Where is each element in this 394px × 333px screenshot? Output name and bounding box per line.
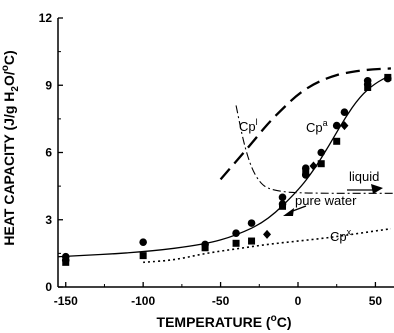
square-point (333, 137, 341, 145)
diamond-point (263, 229, 272, 239)
x-tick-label: 50 (369, 294, 383, 308)
circle-point (363, 76, 372, 85)
circle-point (278, 193, 287, 202)
y-tick-label: 0 (45, 280, 52, 294)
square-point (201, 244, 209, 252)
curve-long-dash (219, 67, 391, 181)
diamond-point (340, 121, 349, 131)
y-axis-title: HEAT CAPACITY (J/g H2O/oC) (0, 50, 21, 245)
y-tick-label: 12 (39, 11, 53, 25)
cpl-label: Cpl (239, 117, 258, 134)
curve-dash-dot (235, 105, 394, 194)
square-point (232, 239, 240, 247)
circle-point (61, 252, 70, 261)
square-point (248, 237, 256, 245)
x-tick-label: 0 (295, 294, 302, 308)
diamond-point (309, 161, 318, 171)
square-point (279, 202, 287, 210)
data-points (61, 73, 392, 266)
curve-solid (57, 74, 392, 258)
liquid-arrow-head (371, 184, 383, 194)
square-point (302, 169, 310, 177)
pure-water-arrow-head (283, 208, 294, 216)
curve-dot (143, 227, 392, 264)
square-point (384, 73, 392, 81)
circle-point (332, 121, 341, 130)
circle-point (232, 229, 240, 237)
curves (57, 67, 394, 264)
x-tick-label: -100 (131, 294, 155, 308)
cpx-label: Cpx (330, 227, 352, 244)
annotations: Cpl Cpa Cpx liquid pure water (239, 117, 383, 244)
square-point (317, 160, 325, 168)
square-point (139, 252, 147, 260)
circle-point (317, 148, 326, 157)
cpa-label: Cpa (306, 118, 328, 135)
circle-point (247, 219, 256, 227)
x-tick-label: -50 (212, 294, 230, 308)
y-tick-label: 6 (45, 146, 52, 160)
circle-point (340, 108, 349, 116)
circle-point (139, 238, 147, 246)
axes: 0 3 6 9 12 -150 -100 -50 0 50 (39, 11, 394, 308)
y-tick-label: 3 (45, 213, 52, 227)
x-tick-label: -150 (54, 294, 78, 308)
liquid-label: liquid (349, 169, 379, 184)
square-point (364, 83, 372, 91)
square-point (62, 258, 70, 266)
pure-water-label: pure water (295, 193, 357, 208)
x-axis-title: TEMPERATURE (oC) (157, 313, 292, 330)
y-tick-label: 9 (45, 78, 52, 92)
